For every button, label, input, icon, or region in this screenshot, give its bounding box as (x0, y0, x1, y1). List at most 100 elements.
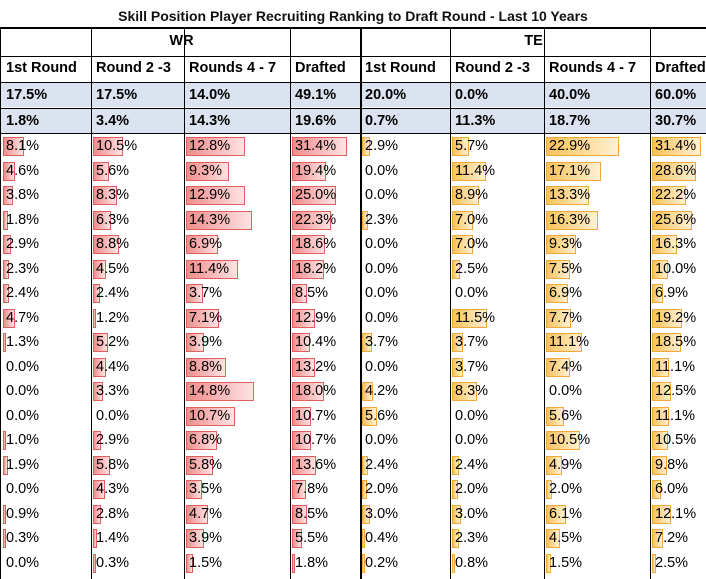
wr-data-bar (186, 259, 239, 279)
wr-data-bar (186, 382, 255, 401)
te-data-bar (362, 529, 365, 548)
te-data-bar (362, 210, 368, 230)
table-cell: 7.0% (455, 211, 489, 228)
te-data-bar (546, 529, 561, 548)
table-cell: 0.3% (96, 554, 130, 571)
te-data-bar (652, 529, 664, 548)
te-data-bar (546, 284, 569, 303)
te-data-bar (546, 406, 564, 426)
te-data-bar (652, 357, 670, 377)
te-data-bar (452, 553, 455, 573)
table-cell: 12.9% (189, 187, 231, 203)
table-cell: 1.4% (96, 530, 130, 546)
table-cell: 22.3% (295, 211, 337, 228)
table-cell: 2.3% (365, 211, 399, 228)
te-data-bar (362, 382, 373, 401)
table-cell: 10.7% (295, 432, 337, 448)
te-data-bar (362, 504, 370, 524)
te-data-bar (546, 259, 570, 279)
table-cell: 10.5% (549, 432, 591, 448)
summary-cell: 30.7% (655, 113, 697, 129)
table-cell: 5.7% (455, 138, 489, 154)
table-cell: 12.9% (295, 309, 337, 326)
table-cell: 4.6% (6, 162, 40, 179)
te-data-bar (546, 333, 582, 352)
wr-data-bar (292, 406, 311, 426)
table-cell: 6.9% (655, 285, 689, 301)
table-cell: 0.0% (365, 285, 399, 301)
te-data-bar (546, 210, 599, 230)
te-data-bar (452, 333, 464, 352)
te-data-bar (652, 553, 656, 573)
wr-data-bar (93, 357, 106, 377)
table-cell: 9.8% (655, 456, 689, 473)
table-cell: 4.4% (96, 358, 130, 375)
wr-data-bar (93, 186, 118, 205)
wr-data-bar (3, 455, 8, 475)
table-cell: 11.4% (455, 162, 496, 179)
wr-data-bar (186, 431, 218, 450)
table-cell: 5.6% (96, 162, 130, 179)
table-cell: 2.5% (455, 260, 489, 277)
table-cell: 10.4% (295, 334, 337, 350)
summary-cell: 17.5% (6, 87, 48, 103)
table-cell: 7.5% (549, 260, 583, 277)
table-cell: 0.3% (6, 530, 40, 546)
te-data-bar (362, 455, 369, 475)
table-cell: 7.4% (549, 358, 583, 375)
table-cell: 1.8% (295, 554, 329, 571)
wr-data-bar (93, 259, 107, 279)
wr-data-bar (186, 210, 252, 230)
wr-data-bar (3, 284, 10, 303)
table-cell: 0.8% (455, 554, 489, 571)
group-divider (360, 28, 362, 579)
table-cell: 5.5% (295, 530, 329, 546)
table-cell: 8.3% (96, 187, 130, 203)
table-cell: 4.5% (96, 260, 130, 277)
wr-data-bar (3, 333, 7, 352)
wr-data-bar (93, 161, 110, 181)
te-data-bar (546, 161, 601, 181)
wr-data-bar (292, 186, 336, 205)
te-data-bar (546, 137, 620, 156)
table-cell: 3.7% (455, 358, 489, 375)
te-data-bar (546, 455, 562, 475)
column-divider (184, 28, 185, 579)
table-cell: 17.1% (549, 162, 591, 179)
wr-data-bar (186, 504, 208, 524)
wr-data-bar (292, 357, 316, 377)
table-cell: 7.0% (455, 236, 489, 252)
wr-data-bar (93, 235, 119, 254)
te-data-bar (452, 455, 460, 475)
table-cell: 1.3% (6, 334, 40, 350)
table-cell: 8.8% (189, 358, 223, 375)
column-divider (450, 28, 451, 579)
table-cell: 0.0% (365, 260, 399, 277)
te-data-bar (546, 308, 571, 328)
column-divider (650, 28, 651, 579)
table-cell: 0.0% (6, 383, 40, 399)
table-cell: 16.3% (655, 236, 697, 252)
wr-data-bar (292, 455, 316, 475)
table-cell: 0.0% (365, 358, 399, 375)
table-cell: 18.6% (295, 236, 337, 252)
table-cell: 4.5% (549, 530, 583, 546)
table-cell: 2.0% (365, 481, 399, 497)
table-cell: 22.9% (549, 138, 591, 154)
table-cell: 4.3% (96, 481, 130, 497)
wr-data-bar (93, 382, 103, 401)
te-data-bar (452, 235, 473, 254)
wr-data-bar (3, 259, 9, 279)
table-cell: 11.4% (189, 260, 230, 277)
table-cell: 18.2% (295, 260, 337, 277)
te-data-bar (652, 431, 669, 450)
table-cell: 2.9% (96, 432, 130, 448)
te-data-bar (652, 333, 681, 352)
te-data-bar (452, 161, 487, 181)
summary-row-bg (0, 83, 706, 107)
te-data-bar (452, 186, 479, 205)
table-cell: 1.8% (6, 211, 40, 228)
table-cell: 10.0% (655, 260, 697, 277)
table-cell: 2.0% (549, 481, 583, 497)
table-cell: 8.1% (6, 138, 40, 154)
